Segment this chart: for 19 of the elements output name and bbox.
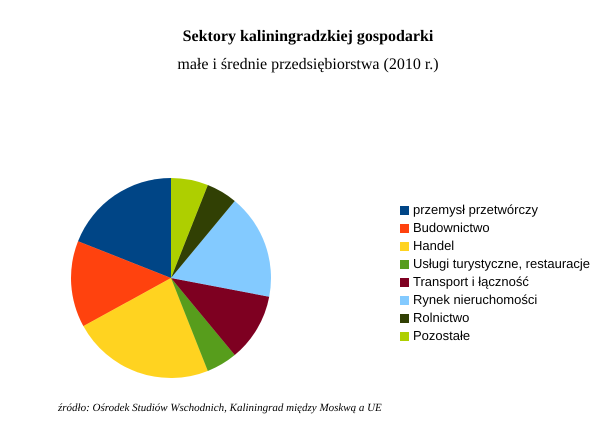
pie-slice — [171, 200, 271, 297]
legend-label: Rolnictwo — [412, 310, 470, 325]
pie-slice — [83, 278, 208, 378]
legend-label: Handel — [412, 238, 454, 253]
legend-label: Rynek nieruchomości — [412, 292, 538, 307]
text: źródło: Ośrodek Studiów Wschodnich, Kaliningrad między Moskwą a UE — [58, 402, 382, 414]
pie-slice — [171, 178, 208, 278]
legend-label: Transport i łączność — [412, 274, 529, 289]
legend-label: Usługi turystyczne, restauracje — [412, 256, 590, 271]
pie-slice — [171, 278, 270, 356]
legend-label: Budownictwo — [412, 220, 490, 235]
legend-label: przemysł przetwórczy — [412, 202, 538, 217]
chart-title: Sektory kaliningradzkiej gospodarki — [182, 28, 434, 46]
legend-label: Pozostałe — [412, 328, 470, 343]
chart-subtitle: małe i średnie przedsiębiorstwa (2010 r.) — [176, 56, 440, 74]
pie-slice — [71, 241, 171, 326]
pie-slice — [171, 185, 235, 278]
pie-slice — [171, 278, 235, 371]
pie-slice — [78, 178, 171, 278]
